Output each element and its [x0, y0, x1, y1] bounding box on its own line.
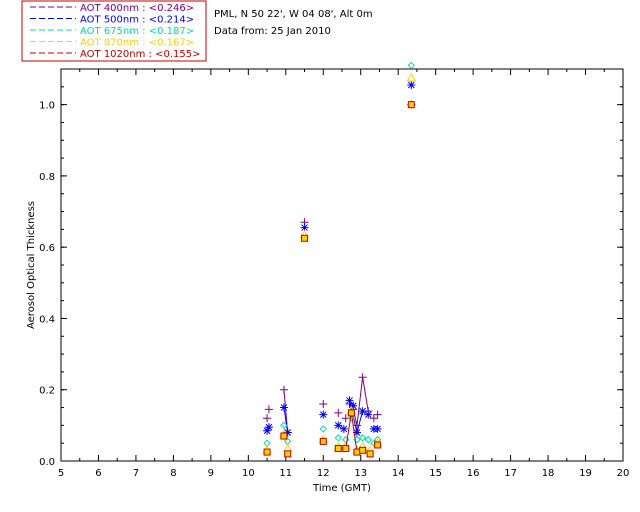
- x-tick-label: 10: [242, 468, 255, 479]
- x-tick-label: 6: [95, 468, 101, 479]
- data-point-asterisk: [283, 428, 292, 437]
- x-tick-label: 8: [170, 468, 176, 479]
- data-point-asterisk: [300, 223, 309, 232]
- series-line: [283, 407, 289, 433]
- data-point-square: [319, 437, 327, 445]
- x-tick-label: 19: [579, 468, 592, 479]
- data-point-square: [280, 432, 288, 440]
- data-point-asterisk: [334, 421, 343, 430]
- data-point-square: [353, 448, 361, 456]
- x-tick-label: 11: [279, 468, 292, 479]
- data-point-plus: [263, 414, 272, 423]
- data-point-plus: [319, 399, 328, 408]
- y-axis: 0.0 0.2 0.4 0.6 0.8 1.0: [39, 68, 623, 468]
- data-point-plus: [264, 405, 273, 414]
- data-point-square: [366, 450, 374, 458]
- data-point-plus: [334, 408, 343, 417]
- series-layer: [262, 61, 417, 458]
- data-point-square: [347, 409, 355, 417]
- data-point-asterisk: [349, 401, 358, 410]
- data-point-asterisk: [407, 81, 416, 90]
- data-point-diamond: [280, 421, 288, 430]
- data-point-plus: [369, 414, 378, 423]
- x-tick-label: 5: [58, 468, 64, 479]
- y-tick-label: 0.2: [39, 386, 55, 397]
- data-point-square: [407, 101, 415, 109]
- x-tick-label: 16: [467, 468, 480, 479]
- data-point-asterisk: [279, 403, 288, 412]
- data-point-diamond: [347, 414, 356, 422]
- legend-entry: AOT 1020nm : <0.155>: [80, 49, 200, 60]
- data-point-asterisk: [339, 424, 348, 433]
- data-point-asterisk: [373, 424, 382, 433]
- x-axis: 5 6 7 8 9 10 11 12 13 14 15 16 17 18 19 20: [58, 69, 630, 479]
- x-tick-label: 15: [429, 468, 442, 479]
- y-tick-label: 0.8: [39, 172, 55, 183]
- data-date: Data from: 25 Jan 2010: [214, 26, 331, 37]
- y-tick-label: 0.0: [39, 457, 55, 468]
- x-tick-label: 13: [354, 468, 367, 479]
- data-point-square: [284, 450, 292, 458]
- legend-entry: AOT 400nm : <0.246>: [80, 3, 194, 14]
- data-point-plus: [352, 421, 361, 430]
- data-point-diamond: [358, 434, 367, 442]
- series-3: [262, 72, 417, 454]
- y-tick-label: 0.4: [39, 314, 55, 325]
- series-2: [263, 61, 416, 447]
- data-point-diamond: [407, 61, 416, 70]
- data-point-asterisk: [264, 423, 273, 432]
- series-line: [352, 377, 369, 426]
- series-4: [263, 101, 415, 458]
- data-point-plus: [358, 373, 367, 382]
- x-tick-label: 12: [317, 468, 330, 479]
- data-point-asterisk: [263, 426, 272, 435]
- data-point-asterisk: [345, 396, 354, 405]
- data-point-triangle: [406, 72, 417, 82]
- legend-entry: AOT 870nm : <0.167>: [80, 38, 194, 49]
- legend-entry: AOT 500nm : <0.214>: [80, 15, 194, 26]
- legend-entry: AOT 675nm : <0.187>: [80, 26, 194, 37]
- data-point-square: [342, 445, 350, 453]
- x-tick-label: 18: [542, 468, 555, 479]
- y-axis-label: Aerosol Optical Thickness: [26, 201, 37, 329]
- x-tick-label: 7: [133, 468, 139, 479]
- data-point-square: [374, 441, 382, 449]
- data-point-diamond: [263, 439, 271, 447]
- x-tick-label: 17: [504, 468, 517, 479]
- y-tick-label: 0.6: [39, 243, 55, 254]
- data-point-diamond: [319, 425, 327, 433]
- data-point-diamond: [334, 434, 342, 442]
- y-tick-label: 1.0: [39, 101, 55, 112]
- legend-frame: [21, 0, 207, 62]
- data-point-asterisk: [352, 428, 361, 437]
- plot-area: [60, 68, 624, 462]
- site-info: PML, N 50 22', W 04 08', Alt 0m: [214, 9, 373, 20]
- series-0: [263, 100, 416, 437]
- data-point-asterisk: [358, 407, 367, 416]
- data-point-square: [334, 445, 342, 453]
- series-1: [263, 81, 416, 437]
- x-axis-label: Time (GMT): [312, 483, 371, 494]
- x-tick-label: 20: [617, 468, 630, 479]
- data-point-plus: [279, 385, 288, 394]
- data-point-square: [359, 446, 367, 454]
- data-point-asterisk: [364, 410, 373, 419]
- data-point-diamond: [364, 435, 372, 444]
- data-point-square: [301, 234, 309, 242]
- data-point-plus: [373, 410, 382, 419]
- data-point-asterisk: [319, 410, 328, 419]
- x-tick-label: 9: [208, 468, 214, 479]
- legend: AOT 400nm : <0.246>AOT 500nm : <0.214>AO…: [21, 0, 207, 62]
- x-tick-label: 14: [392, 468, 405, 479]
- data-point-square: [263, 448, 271, 456]
